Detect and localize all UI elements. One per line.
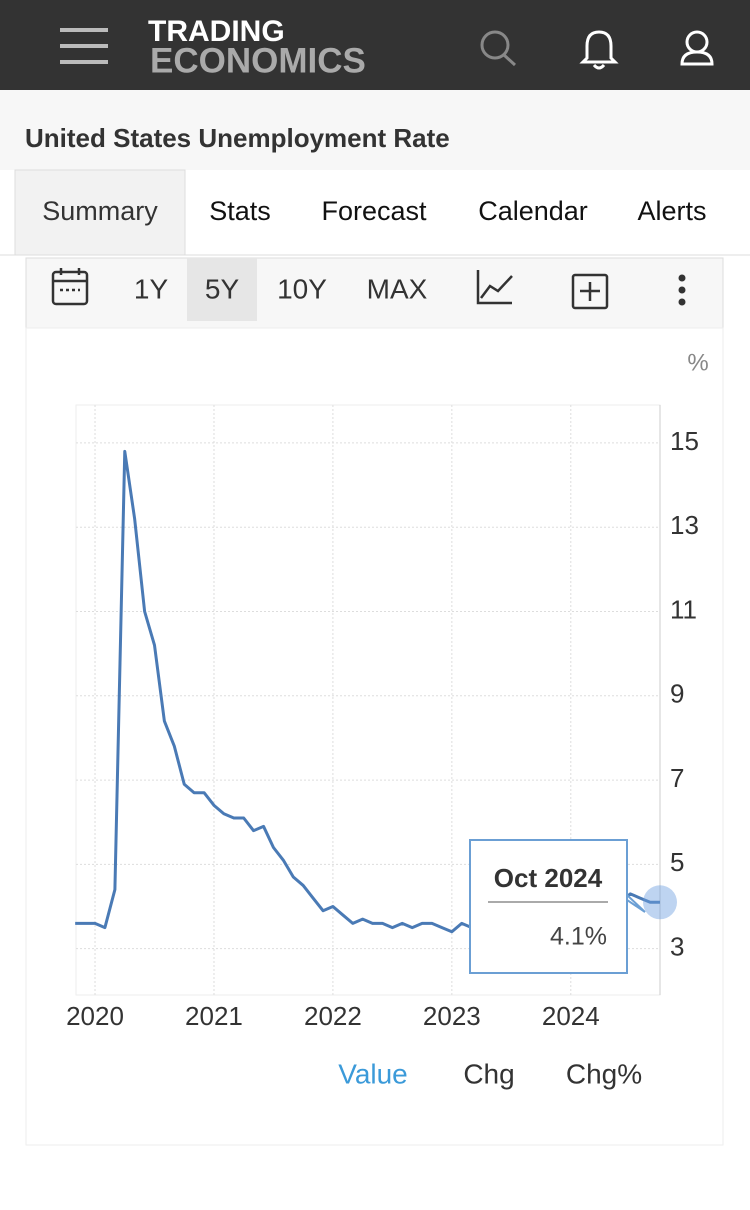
x-tick-label: 2024 [542,1001,600,1031]
range-button[interactable]: 5Y [205,273,240,304]
tooltip-value: 4.1% [550,923,607,951]
chart-panel [25,327,724,1146]
tab[interactable]: Stats [209,196,271,226]
tab[interactable]: Calendar [478,196,588,226]
page-title: United States Unemployment Rate [25,123,450,153]
more-icon[interactable] [678,274,686,306]
x-tick-label: 2023 [423,1001,481,1031]
tooltip-date: Oct 2024 [494,863,603,893]
y-tick-label: 5 [670,847,684,877]
calendar-icon[interactable] [51,268,89,306]
y-tick-label: 15 [670,426,699,456]
bell-icon[interactable] [579,30,619,70]
user-icon[interactable] [680,30,714,66]
tab[interactable]: Alerts [637,196,706,226]
x-tick-label: 2020 [66,1001,124,1031]
tab[interactable]: Forecast [321,196,427,226]
y-tick-label: 13 [670,510,699,540]
x-tick-label: 2021 [185,1001,243,1031]
y-tick-label: 9 [670,679,684,709]
mode-button[interactable]: Chg% [566,1058,642,1089]
y-tick-label: 7 [670,763,684,793]
menu-icon[interactable] [60,28,108,64]
compare-icon[interactable] [571,273,609,310]
hover-marker [643,885,677,920]
tooltip: Oct 2024 4.1% [469,839,646,974]
brand-top[interactable]: TRADING [148,15,285,48]
tab[interactable]: Summary [42,196,158,226]
range-button[interactable]: 1Y [134,273,169,304]
range-button[interactable]: MAX [367,273,428,304]
brand-bottom[interactable]: ECONOMICS [150,41,366,80]
y-tick-label: 11 [670,594,697,624]
y-unit: % [687,349,708,376]
range-button[interactable]: 10Y [277,273,327,304]
mode-button[interactable]: Chg [463,1058,514,1089]
tooltip-box [469,839,628,974]
range-selected-bg [187,258,257,321]
title-bar [0,90,750,170]
header-bar [0,0,750,90]
search-icon[interactable] [480,30,517,67]
chart-type-icon[interactable] [476,270,513,305]
x-tick-label: 2022 [304,1001,362,1031]
mode-button[interactable]: Value [338,1058,408,1089]
y-tick-label: 3 [670,932,684,962]
